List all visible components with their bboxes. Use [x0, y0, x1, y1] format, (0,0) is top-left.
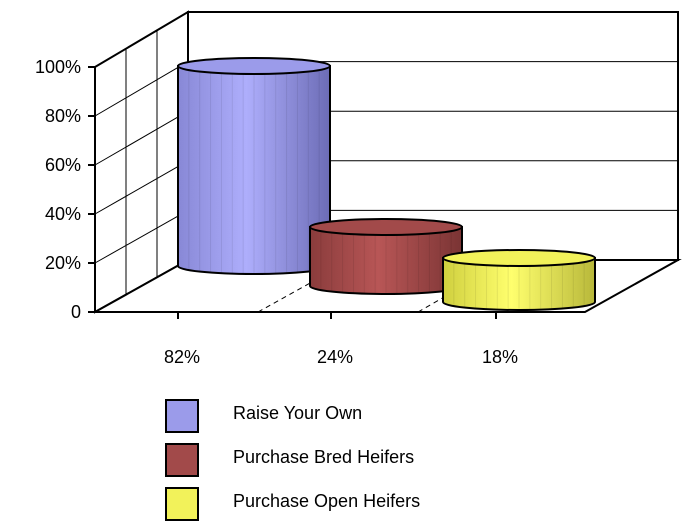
gridline — [94, 61, 189, 117]
bar-1 — [309, 218, 463, 295]
depth-line — [257, 281, 313, 313]
legend-item: Purchase Bred Heifers — [165, 438, 565, 482]
legend-swatch — [165, 487, 199, 521]
legend-label: Purchase Bred Heifers — [233, 447, 415, 467]
gridline — [94, 209, 189, 264]
legend-swatch — [165, 443, 199, 477]
y-tick-label: 60% — [45, 155, 81, 175]
legend-label: Raise Your Own — [233, 403, 363, 423]
legend-item: Raise Your Own — [165, 394, 565, 438]
legend-item: Purchase Open Heifers — [165, 482, 565, 526]
y-tick-label: 40% — [45, 204, 81, 224]
legend: Raise Your Own Purchase Bred Heifers Pur… — [165, 394, 565, 526]
y-tick-label: 80% — [45, 106, 81, 126]
bar-top — [177, 57, 331, 75]
chart-svg: 0 20% 40% 60% 80% 100% 82% 24% 18% — [35, 10, 682, 367]
y-axis-ticks: 0 20% 40% 60% 80% 100% — [35, 57, 81, 322]
bars — [177, 57, 596, 311]
gridline — [94, 160, 189, 215]
bar-0 — [177, 57, 331, 275]
legend-label: Purchase Open Heifers — [233, 491, 421, 511]
y-tick-label: 0 — [71, 302, 81, 322]
bar-top — [442, 249, 596, 267]
bar-body — [442, 257, 596, 311]
bar-2 — [442, 249, 596, 311]
y-tick-label: 100% — [35, 57, 81, 77]
x-tick-label: 82% — [164, 347, 200, 367]
x-axis-labels: 82% 24% 18% — [164, 312, 518, 367]
y-tick-label: 20% — [45, 253, 81, 273]
legend-swatch — [165, 399, 199, 433]
x-tick-label: 18% — [482, 347, 518, 367]
x-tick-label: 24% — [317, 347, 353, 367]
bar-top — [309, 218, 463, 236]
gridline — [94, 110, 189, 166]
